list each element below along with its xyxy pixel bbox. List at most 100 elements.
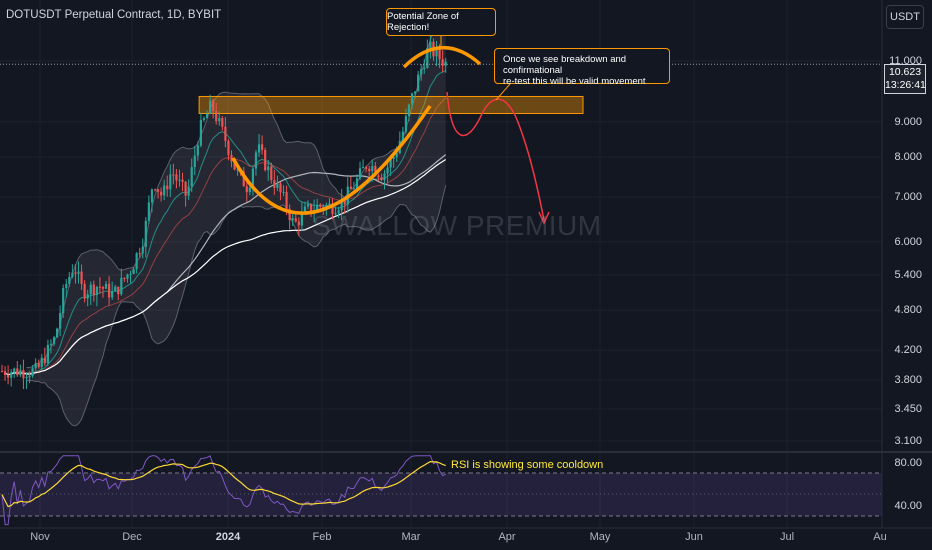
rejection-callout[interactable]: Potential Zone of Rejection! — [386, 8, 496, 36]
candle-body — [202, 118, 206, 120]
candle-body — [429, 41, 432, 48]
candle-body — [89, 284, 92, 295]
candle-body — [111, 291, 114, 298]
last-price-label: 10.623 13:26:41 — [884, 64, 926, 94]
candle-body — [117, 286, 120, 295]
candle-body — [187, 186, 190, 196]
y-tick-label: 3.100 — [894, 435, 922, 447]
candle-body — [208, 100, 212, 114]
y-tick-label: 7.000 — [894, 191, 922, 203]
candle-body — [25, 377, 28, 379]
candle-body — [242, 171, 245, 187]
candle-body — [108, 283, 111, 298]
candle-body — [74, 272, 77, 274]
candle-body — [163, 185, 166, 196]
x-tick-label: Au — [873, 531, 887, 543]
watermark: SWALLOW PREMIUM — [312, 210, 602, 241]
candle-body — [59, 312, 62, 329]
candle-body — [10, 372, 13, 378]
candle-body — [423, 67, 426, 69]
candle-body — [319, 204, 322, 207]
candle-body — [49, 343, 53, 345]
candle-body — [40, 357, 43, 367]
candle-body — [212, 100, 215, 112]
candle-body — [95, 286, 98, 296]
cup-arc — [231, 105, 432, 215]
bollinger-band-fill — [26, 21, 446, 426]
callout-connector — [495, 83, 511, 101]
candle-body — [215, 111, 218, 122]
candle-body — [386, 167, 389, 174]
candle-body — [279, 183, 282, 193]
candle-body — [352, 188, 355, 190]
y-tick-label: 9.000 — [894, 116, 922, 128]
candle-body — [230, 154, 233, 162]
candle-body — [160, 191, 163, 196]
rsi-line — [1, 455, 446, 526]
candle-body — [306, 204, 310, 207]
bar-countdown: 13:26:41 — [885, 79, 926, 91]
grid-lines — [0, 0, 882, 528]
x-tick-label: Feb — [312, 531, 332, 543]
currency-button[interactable]: USDT — [886, 5, 924, 29]
candle-body — [435, 48, 438, 57]
candle-body — [300, 212, 303, 226]
candle-body — [309, 204, 313, 214]
candle-body — [407, 104, 411, 117]
candle-body — [254, 152, 258, 169]
candle-body — [126, 274, 129, 279]
candle-body — [383, 173, 386, 181]
candle-body — [297, 221, 300, 226]
candle-body — [276, 183, 279, 188]
candle-body — [153, 189, 157, 191]
y-tick-label: 6.000 — [894, 236, 922, 248]
candle-body — [267, 166, 270, 171]
candle-body — [62, 288, 65, 313]
candle-body — [31, 368, 34, 376]
candle-body — [420, 68, 423, 75]
x-tick-label: Apr — [498, 531, 516, 543]
breakdown-callout[interactable]: Once we see breakdown and confirmational… — [494, 48, 670, 87]
candle-body — [169, 174, 172, 190]
candle-body — [227, 140, 230, 155]
candle-body — [288, 208, 291, 221]
candle-body — [438, 48, 441, 60]
candle-body — [205, 113, 209, 119]
candle-body — [224, 126, 227, 141]
candle-body — [150, 189, 154, 203]
last-price-value: 10.623 — [888, 66, 922, 78]
candle-body — [395, 153, 398, 158]
candle-body — [71, 272, 74, 277]
candle-body — [166, 185, 169, 190]
resistance-zone[interactable] — [198, 95, 584, 114]
rsi-tick-label: 80.00 — [894, 457, 922, 469]
candle-body — [410, 93, 414, 105]
candle-body — [181, 179, 184, 182]
candle-body — [55, 328, 59, 338]
candle-body — [147, 202, 150, 221]
candle-body — [361, 167, 365, 169]
candle-body — [441, 59, 444, 66]
candle-body — [120, 277, 123, 295]
candle-body — [92, 284, 95, 296]
y-tick-label: 3.450 — [894, 403, 922, 415]
candle-body — [261, 144, 264, 150]
forecast-arrow-head — [538, 211, 550, 225]
candle-body — [426, 47, 429, 68]
candle-body — [331, 203, 334, 215]
candle-body — [178, 179, 181, 181]
candle-body — [257, 144, 261, 153]
candle-body — [193, 155, 196, 168]
candle-body — [251, 168, 255, 188]
candle-body — [83, 283, 86, 299]
candle-body — [371, 165, 374, 172]
candle-body — [328, 203, 331, 206]
bollinger-upper-line — [26, 20, 446, 369]
candle-body — [377, 175, 380, 178]
candle-body — [294, 218, 297, 222]
candle-body — [389, 159, 392, 168]
rsi-annotation: RSI is showing some cooldown — [451, 459, 604, 471]
candle-body — [98, 286, 102, 288]
candle-body — [401, 131, 404, 142]
